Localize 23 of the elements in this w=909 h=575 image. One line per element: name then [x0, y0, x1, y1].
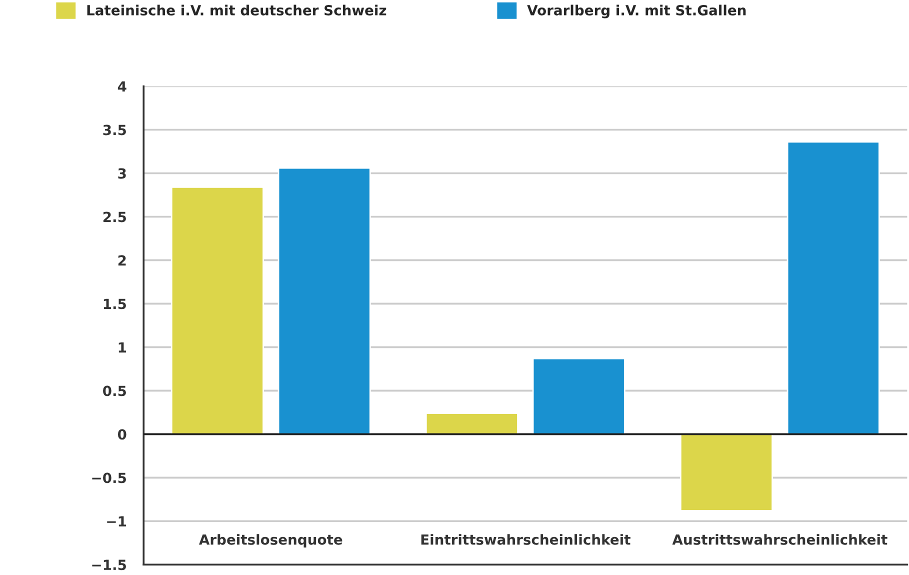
bar	[278, 167, 371, 435]
y-tick-label: 0	[118, 429, 126, 440]
x-tick-label: Arbeitslosenquote	[198, 534, 342, 548]
bar	[425, 412, 518, 435]
bar	[680, 433, 773, 512]
y-tick-label: 3	[118, 168, 126, 179]
y-tick-label: 1.5	[104, 298, 126, 310]
y-tick-label: −1.5	[92, 560, 126, 570]
legend-label: Lateinische i.V. mit deutscher Schweiz	[87, 4, 386, 16]
y-tick-label: 2.5	[103, 212, 126, 222]
y-tick-label: 4	[118, 81, 126, 92]
bar	[170, 186, 264, 435]
y-tick-label: 0.5	[103, 386, 126, 396]
y-tick-label: 2	[118, 255, 126, 266]
y-tick-label: −0.5	[92, 472, 126, 484]
y-tick-label: 3.5	[103, 124, 126, 136]
bar	[786, 141, 880, 435]
legend-label: Vorarlberg i.V. mit St.Gallen	[527, 4, 746, 18]
x-tick-label: Austrittswahrscheinlichkeit	[672, 534, 888, 545]
y-tick-label: −1	[107, 516, 126, 526]
y-tick-label: 1	[118, 342, 126, 352]
x-tick-label: Eintrittswahrscheinlichkeit	[421, 534, 630, 545]
bar	[532, 358, 626, 435]
